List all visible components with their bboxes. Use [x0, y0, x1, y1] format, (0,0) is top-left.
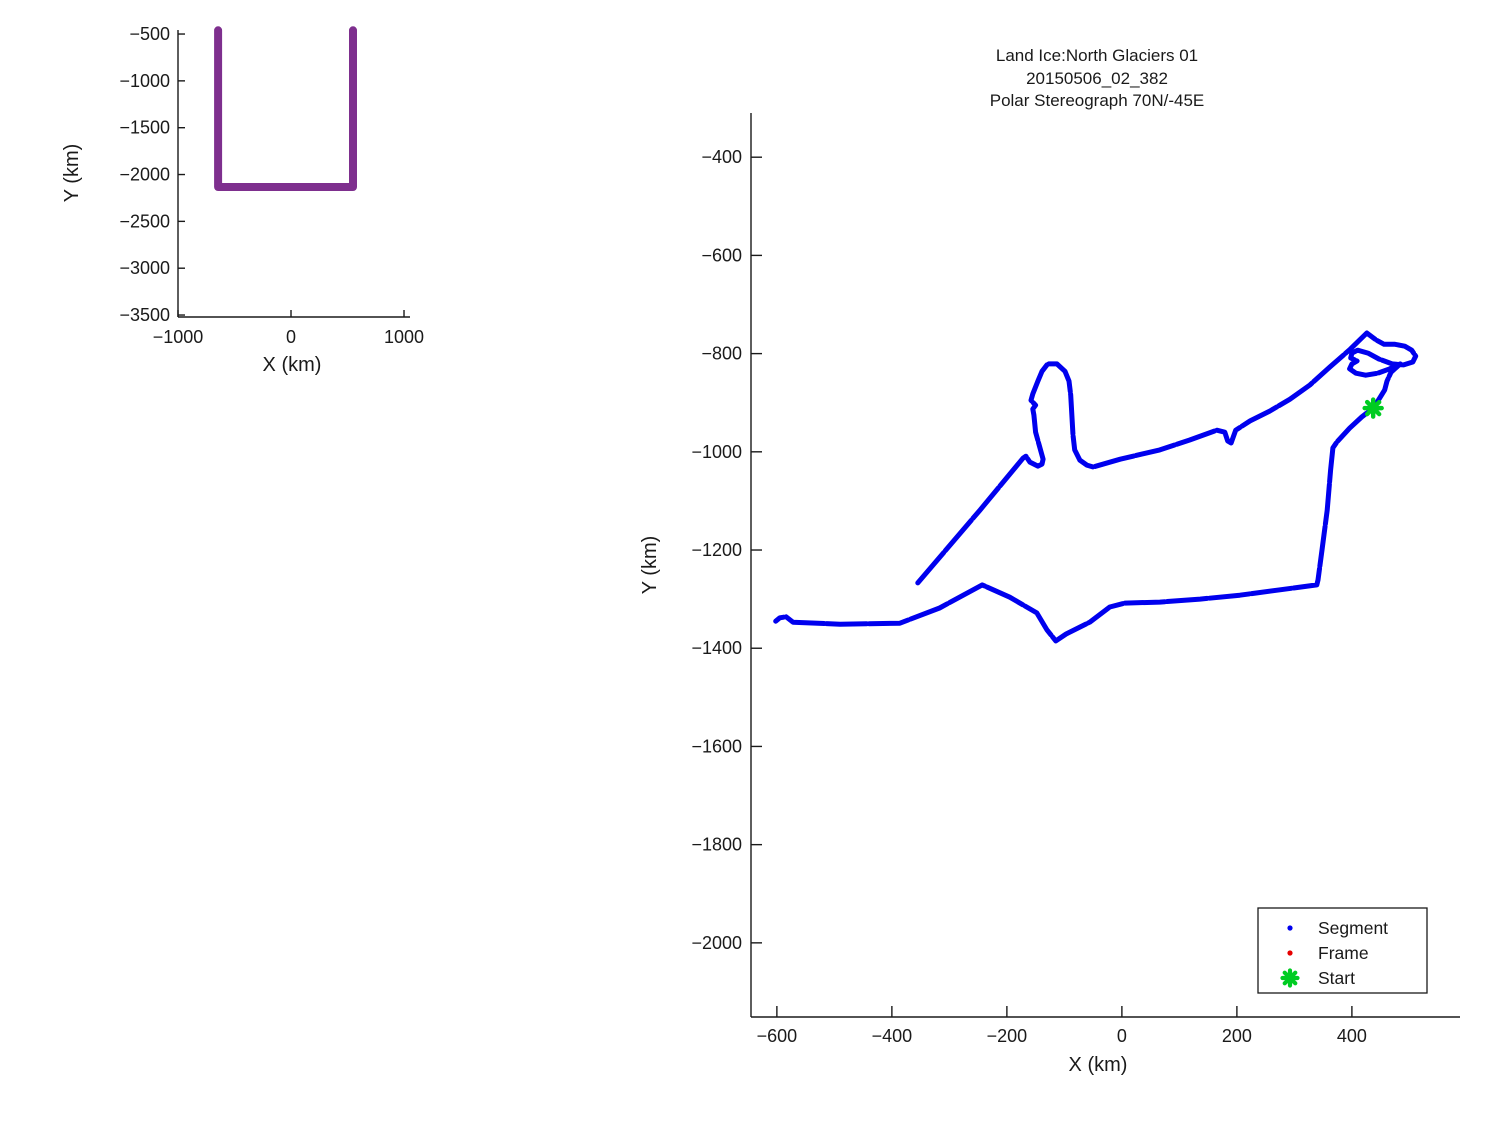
legend-start-asterisk-icon — [1280, 968, 1300, 988]
main-y-tick-label: −800 — [701, 344, 742, 364]
overview-track-mission-track-overview — [214, 26, 357, 191]
overview-y-tick-label: −3000 — [119, 258, 170, 278]
generated-plot-layer: −1000 0 1000−500−1000−1500−2000−2500−3000−… — [119, 24, 1460, 1046]
main-track-segment — [773, 330, 1419, 644]
main-y-tick-label: −1200 — [691, 540, 742, 560]
main-x-tick-label: 0 — [1117, 1026, 1127, 1046]
main-x-tick-label: −200 — [987, 1026, 1028, 1046]
overview-y-axis-label: Y (km) — [61, 144, 83, 203]
main-title-line-3: Polar Stereograph 70N/-45E — [990, 91, 1205, 110]
legend-frame-dot-icon — [1287, 950, 1293, 956]
legend-segment-dot-icon — [1287, 925, 1293, 931]
legend-label-segment: Segment — [1318, 918, 1388, 938]
overview-y-tick-label: −1000 — [119, 71, 170, 91]
main-title-line-1: Land Ice:North Glaciers 01 — [996, 46, 1198, 65]
asterisk-arm — [1282, 970, 1298, 986]
overview-y-tick-label: −2000 — [119, 165, 170, 185]
overview-x-tick-label: 1000 — [384, 327, 424, 347]
start-marker-asterisk — [1362, 397, 1384, 419]
main-y-tick-label: −1600 — [691, 736, 742, 756]
overview-y-tick-label: −2500 — [119, 211, 170, 231]
main-y-tick-label: −400 — [701, 147, 742, 167]
overview-y-tick-label: −500 — [129, 24, 170, 44]
main-y-tick-label: −1400 — [691, 638, 742, 658]
asterisk-arm — [1364, 399, 1382, 417]
main-y-tick-label: −2000 — [691, 933, 742, 953]
legend: Segment Frame Start — [1257, 907, 1428, 994]
legend-start-asterisk — [1280, 968, 1300, 988]
main-y-tick-label: −600 — [701, 245, 742, 265]
main-x-tick-label: 200 — [1222, 1026, 1252, 1046]
main-y-tick-label: −1800 — [691, 835, 742, 855]
overview-x-tick-label: −1000 — [153, 327, 204, 347]
overview-y-tick-label: −1500 — [119, 118, 170, 138]
overview-y-tick-label: −3500 — [119, 305, 170, 325]
main-x-tick-label: −600 — [757, 1026, 798, 1046]
legend-label-frame: Frame — [1318, 943, 1369, 963]
overview-x-axis-label: X (km) — [263, 354, 322, 376]
main-x-tick-label: −400 — [872, 1026, 913, 1046]
legend-label-start: Start — [1318, 968, 1355, 988]
main-y-axis-label: Y (km) — [639, 536, 661, 595]
main-y-tick-label: −1000 — [691, 442, 742, 462]
main-title-line-2: 20150506_02_382 — [1026, 69, 1168, 88]
main-x-axis-label: X (km) — [1069, 1054, 1128, 1076]
overview-x-tick-label: 0 — [286, 327, 296, 347]
main-x-tick-label: 400 — [1337, 1026, 1367, 1046]
